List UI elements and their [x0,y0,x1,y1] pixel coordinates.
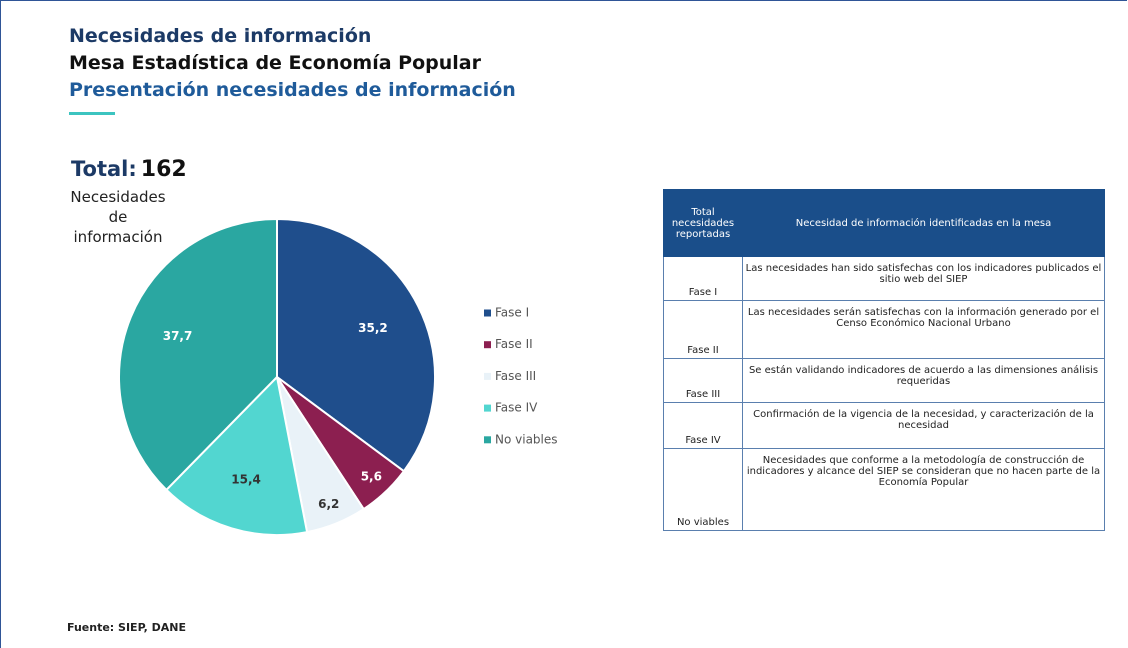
table-header: Necesidad de información identificadas e… [742,189,1105,257]
table-row: No viables Necesidades que conforme a la … [663,448,1105,531]
legend-swatch [484,404,491,412]
legend-label: Fase I [495,306,529,320]
need-description: Necesidades que conforme a la metodologí… [742,448,1105,531]
legend-swatch [484,309,491,317]
title: Necesidades de información [69,25,372,47]
total: Total: 162 [71,157,187,182]
data-label: 6,2 [318,497,339,511]
total-value: 162 [140,157,187,182]
pie-slice [118,217,278,492]
table-row: Fase I Las necesidades han sido satisfech… [663,256,1105,301]
need-description: Las necesidades serán satisfechas con la… [742,300,1105,359]
phase-name: Fase I [663,256,743,301]
section-title: Presentación necesidades de información [69,79,516,101]
legend-label: Fase III [495,369,536,383]
phase-name: No viables [663,448,743,531]
legend-label: Fase II [495,337,533,351]
legend-label: Fase IV [495,401,538,415]
pie-slice [165,374,309,536]
need-description: Se están validando indicadores de acuerd… [742,358,1105,403]
pie-chart: 35,2 5,6 6,2 15,4 37,7 Fase I Fase II Fase III F… [118,217,558,536]
phase-table: Total necesidades reportadas Necesidad d… [663,189,1105,531]
phase-name: Fase IV [663,402,743,449]
need-description: Confirmación de la vigencia de la necesi… [742,402,1105,449]
total-label: Total: [71,157,137,181]
phase-name: Fase II [663,300,743,359]
data-label: 35,2 [358,321,388,335]
data-label: 37,7 [163,329,193,343]
source: Fuente: SIEP, DANE [67,621,186,634]
legend-swatch [484,436,491,444]
table-row: Fase II Las necesidades serán satisfechas… [663,300,1105,359]
table-header: Total necesidades reportadas [663,189,743,257]
table-row: Fase III Se están validando indicadores d… [663,358,1105,403]
data-label: 15,4 [231,472,261,486]
need-description: Las necesidades han sido satisfechas con… [742,256,1105,301]
legend-swatch [484,372,491,380]
legend-swatch [484,341,491,349]
table-row: Fase IV Confirmación de la vigencia de la… [663,402,1105,449]
total-caption: Necesidades de información [70,188,166,246]
data-label: 5,6 [361,469,382,483]
phase-name: Fase III [663,358,743,403]
subtitle: Mesa Estadística de Economía Popular [69,52,481,74]
legend-label: No viables [495,432,558,446]
pie-slice [276,217,436,473]
accent-rule [69,112,115,115]
table-body: Fase I Las necesidades han sido satisfech… [663,256,1105,531]
